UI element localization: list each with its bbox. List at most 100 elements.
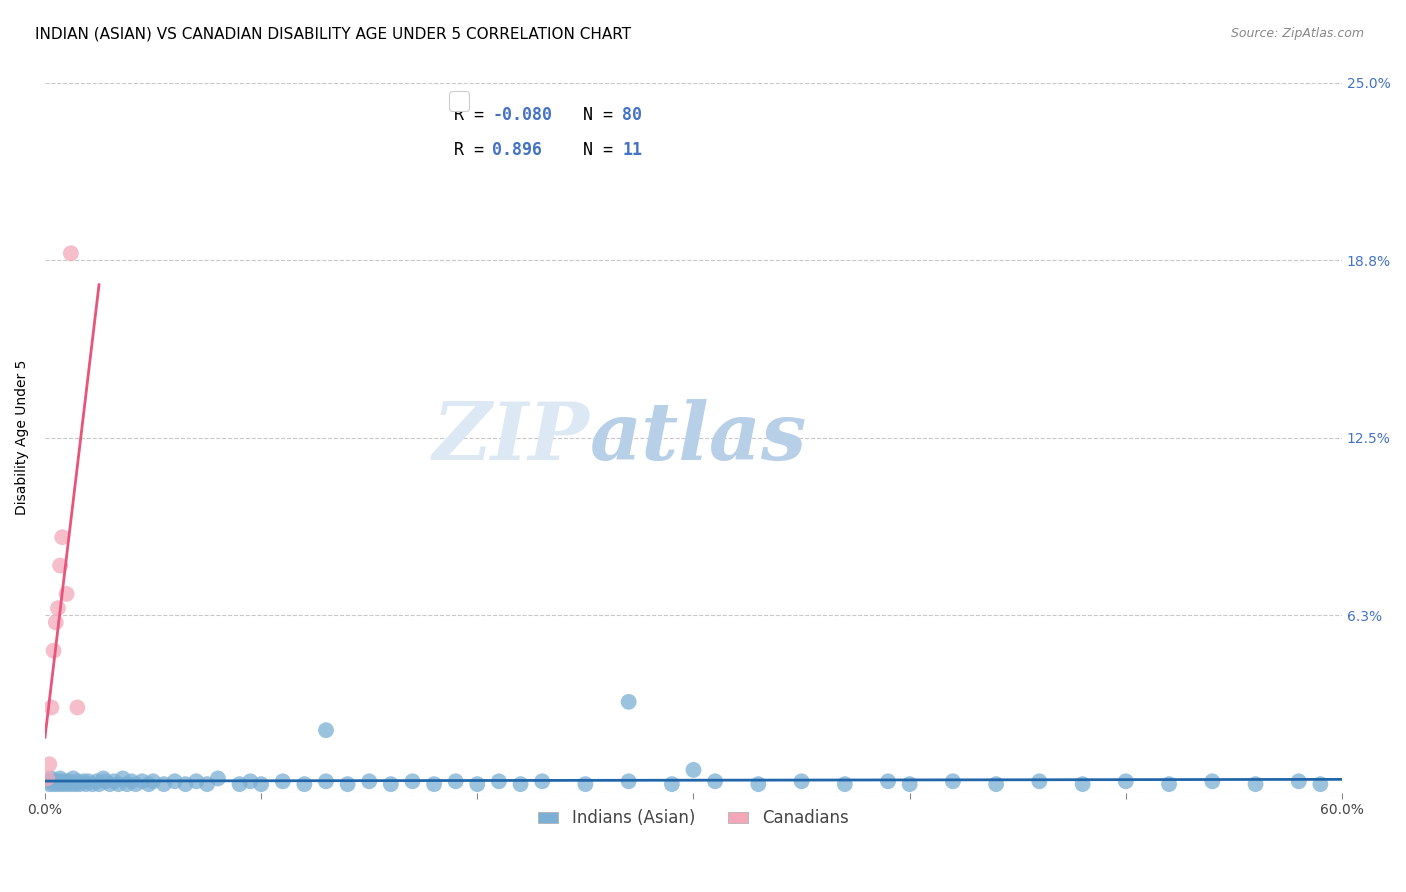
Point — [423, 777, 446, 791]
Text: N =: N = — [583, 106, 623, 124]
Point — [86, 774, 108, 789]
Point — [138, 777, 160, 791]
Point — [250, 777, 273, 791]
Point — [1244, 777, 1267, 791]
Point — [877, 774, 900, 789]
Point — [111, 772, 134, 786]
Point — [45, 774, 67, 789]
Point — [174, 777, 197, 791]
Point — [51, 530, 73, 544]
Point — [401, 774, 423, 789]
Point — [228, 777, 250, 791]
Point — [195, 777, 218, 791]
Point — [790, 774, 813, 789]
Point — [59, 777, 82, 791]
Point — [55, 587, 77, 601]
Point — [82, 777, 104, 791]
Text: atlas: atlas — [589, 399, 807, 476]
Point — [1028, 774, 1050, 789]
Point — [75, 777, 97, 791]
Point — [1071, 777, 1094, 791]
Point — [125, 777, 148, 791]
Point — [315, 774, 337, 789]
Point — [292, 777, 315, 791]
Point — [682, 763, 704, 777]
Point — [53, 774, 76, 789]
Point — [131, 774, 153, 789]
Point — [115, 777, 138, 791]
Point — [62, 772, 84, 786]
Point — [898, 777, 921, 791]
Point — [58, 774, 80, 789]
Point — [574, 777, 596, 791]
Text: R =: R = — [454, 106, 494, 124]
Point — [531, 774, 554, 789]
Point — [107, 777, 129, 791]
Text: 0.896: 0.896 — [492, 141, 543, 160]
Y-axis label: Disability Age Under 5: Disability Age Under 5 — [15, 360, 30, 516]
Text: N =: N = — [583, 141, 633, 160]
Point — [315, 723, 337, 738]
Point — [49, 774, 72, 789]
Point — [359, 774, 381, 789]
Point — [509, 777, 531, 791]
Point — [163, 774, 186, 789]
Point — [617, 695, 640, 709]
Point — [239, 774, 262, 789]
Point — [41, 772, 63, 786]
Point — [51, 777, 73, 791]
Legend: Indians (Asian), Canadians: Indians (Asian), Canadians — [531, 803, 855, 834]
Point — [617, 774, 640, 789]
Point — [661, 777, 683, 791]
Point — [41, 700, 63, 714]
Point — [1201, 774, 1223, 789]
Point — [87, 777, 110, 791]
Point — [704, 774, 727, 789]
Point — [55, 777, 77, 791]
Text: Source: ZipAtlas.com: Source: ZipAtlas.com — [1230, 27, 1364, 40]
Point — [984, 777, 1007, 791]
Point — [66, 774, 89, 789]
Point — [103, 774, 125, 789]
Point — [94, 774, 117, 789]
Text: 80: 80 — [623, 106, 643, 124]
Point — [1157, 777, 1180, 791]
Point — [488, 774, 510, 789]
Point — [942, 774, 965, 789]
Point — [120, 774, 142, 789]
Point — [69, 777, 91, 791]
Point — [465, 777, 488, 791]
Point — [49, 558, 72, 573]
Point — [1288, 774, 1310, 789]
Text: 11: 11 — [623, 141, 643, 160]
Point — [142, 774, 165, 789]
Point — [1115, 774, 1137, 789]
Point — [747, 777, 769, 791]
Point — [73, 774, 96, 789]
Point — [186, 774, 208, 789]
Point — [207, 772, 229, 786]
Point — [66, 700, 89, 714]
Point — [46, 601, 69, 615]
Point — [834, 777, 856, 791]
Point — [37, 772, 59, 786]
Point — [42, 643, 65, 657]
Point — [91, 772, 114, 786]
Point — [38, 757, 60, 772]
Point — [98, 777, 121, 791]
Point — [45, 615, 67, 630]
Text: INDIAN (ASIAN) VS CANADIAN DISABILITY AGE UNDER 5 CORRELATION CHART: INDIAN (ASIAN) VS CANADIAN DISABILITY AG… — [35, 27, 631, 42]
Point — [336, 777, 359, 791]
Text: R =: R = — [454, 141, 503, 160]
Point — [380, 777, 402, 791]
Point — [46, 777, 69, 791]
Point — [59, 246, 82, 260]
Point — [444, 774, 467, 789]
Point — [271, 774, 294, 789]
Point — [153, 777, 176, 791]
Point — [37, 774, 59, 789]
Point — [42, 777, 65, 791]
Point — [77, 774, 100, 789]
Text: ZIP: ZIP — [433, 399, 589, 476]
Point — [65, 777, 87, 791]
